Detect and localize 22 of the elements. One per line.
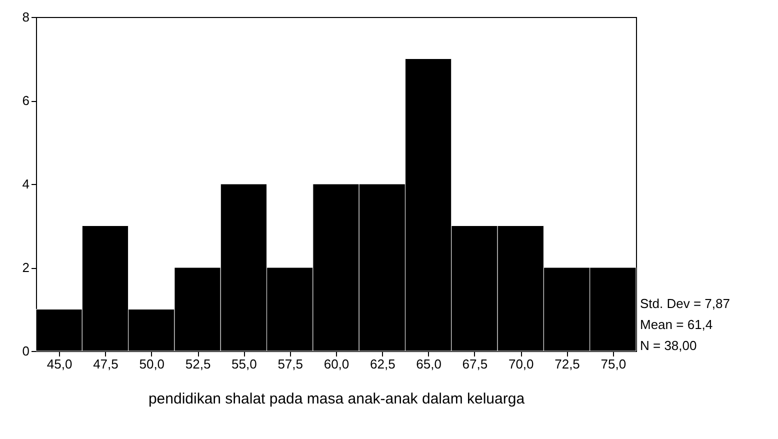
text: N = 38,00	[640, 337, 698, 355]
x-tick-label: 67,5	[462, 356, 488, 372]
x-tick-label: 62,5	[370, 356, 396, 372]
x-tick-label: 75,0	[600, 356, 626, 372]
x-tick-label: 72,5	[554, 356, 580, 372]
x-tick-label: 47,5	[93, 356, 118, 372]
text: Std. Dev = 7,87	[640, 295, 730, 313]
y-tick-label: 6	[22, 93, 30, 108]
x-tick-label: 55,0	[232, 356, 257, 372]
x-tick-label: 60,0	[324, 356, 350, 372]
x-tick-label: 45,0	[46, 356, 72, 372]
x-tick-label: 57,5	[278, 356, 303, 372]
x-tick-label: 50,0	[139, 356, 165, 372]
x-tick-label: 70,0	[508, 356, 534, 372]
x-tick-label: 65,0	[416, 356, 442, 372]
y-tick-label: 0	[22, 344, 30, 358]
y-tick-label: 4	[22, 176, 30, 192]
text: Mean = 61,4	[640, 316, 714, 334]
x-tick-label: 52,5	[185, 356, 211, 372]
y-tick-label: 8	[22, 10, 30, 24]
x-axis-title: pendidikan shalat pada masa anak-anak dalam keluarga	[148, 390, 526, 408]
y-tick-label: 2	[22, 260, 30, 275]
